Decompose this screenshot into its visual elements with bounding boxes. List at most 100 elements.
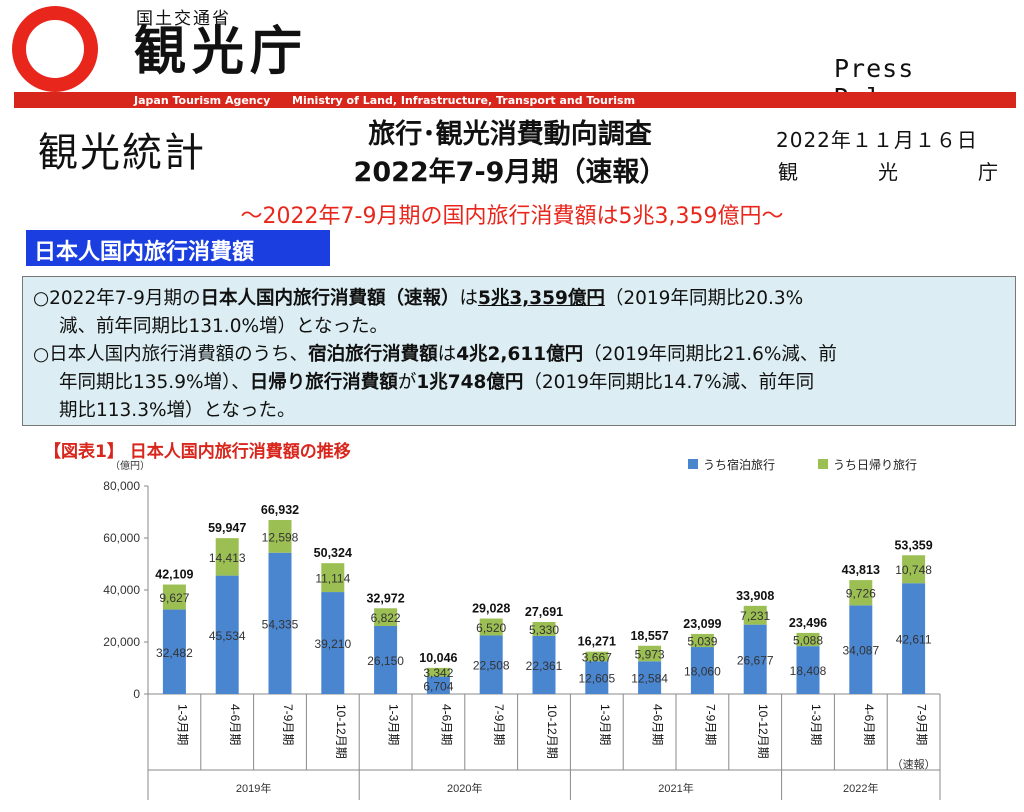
text: 4兆2,611億円 (456, 344, 584, 365)
bar-label-daytrip: 3,667 (582, 650, 612, 664)
bar-daytrip (743, 605, 767, 625)
text: は (437, 344, 457, 365)
legend-swatch-lodging (688, 459, 698, 469)
x-group-label: 2020年 (447, 781, 482, 795)
legend-label-lodging: うち宿泊旅行 (703, 457, 775, 472)
bar-label-total: 32,972 (366, 591, 404, 605)
bar-label-total: 59,947 (208, 521, 246, 535)
bar-daytrip (532, 622, 556, 636)
x-tick-label: 7-9月期 (492, 704, 506, 745)
bar-lodging (426, 676, 450, 694)
bar-daytrip (585, 651, 609, 662)
text: （2019年同期比20.3% (604, 288, 804, 309)
x-tick-label: 4-6月期 (651, 704, 665, 745)
text: 期比113.3%増）となった。 (59, 400, 296, 421)
bar-label-lodging: 54,335 (262, 617, 299, 631)
x-tick-label: 1-3月期 (598, 704, 612, 745)
x-tick-label: 7-9月期 (703, 704, 717, 745)
tourism-statistics-logo: 観光統計 (38, 130, 206, 176)
bar-label-daytrip: 10,748 (895, 563, 932, 577)
bar-daytrip (479, 618, 503, 636)
bar-label-daytrip: 5,973 (635, 648, 665, 662)
y-tick-label: 60,000 (103, 531, 140, 545)
bar-label-lodging: 12,584 (631, 672, 668, 686)
y-tick-label: 20,000 (103, 635, 140, 649)
highlight-amount: 5兆3,359億円 (477, 288, 605, 309)
summary-box: ○2022年7-9月期の日本人国内旅行消費額（速報）は5兆3,359億円（201… (22, 276, 1016, 426)
bar-lodging (690, 647, 714, 694)
bar-daytrip (321, 563, 345, 593)
ministry-name: 国土交通省 (136, 9, 231, 29)
x-group-label: 2022年 (843, 781, 878, 795)
bar-lodging (638, 661, 662, 694)
x-tick-label: 1-3月期 (387, 704, 401, 745)
x-tick-label: 4-6月期 (228, 704, 242, 745)
bar-label-lodging: 45,534 (209, 629, 246, 643)
text: （2019年同期比14.7%減、前年同 (523, 372, 815, 393)
bar-label-lodging: 18,408 (790, 664, 827, 678)
text: ○2022年7-9月期の (33, 288, 201, 309)
x-tick-label: 7-9月期 (915, 704, 929, 745)
agency-logo-circle (12, 6, 98, 92)
release-date: 2022年１１月１６日 (776, 128, 978, 152)
section-header-box (26, 230, 330, 266)
bar-label-lodging: 39,210 (314, 637, 351, 651)
bar-label-lodging: 32,482 (156, 646, 193, 660)
y-tick-label: 80,000 (103, 479, 140, 493)
bar-label-total: 50,324 (314, 546, 352, 560)
text: 年同期比135.9%増）、 (59, 372, 250, 393)
bar-label-lodging: 12,605 (578, 672, 615, 686)
text: 減、前年同期比131.0%増）となった。 (59, 316, 388, 337)
bar-daytrip (215, 538, 239, 576)
bar-lodging (796, 646, 820, 694)
y-tick-label: 0 (133, 687, 140, 701)
bar-daytrip (638, 645, 662, 662)
bar-daytrip (902, 555, 926, 584)
x-tick-label: 1-3月期 (175, 704, 189, 745)
y-unit-label: （億円） (110, 459, 150, 472)
bar-label-total: 29,028 (472, 602, 510, 616)
x-tick-label: 10-12月期 (334, 704, 348, 759)
bar-label-daytrip: 11,114 (315, 572, 350, 586)
bar-label-total: 23,099 (683, 617, 721, 631)
bar-lodging (268, 552, 292, 694)
bar-label-daytrip: 12,598 (262, 530, 299, 544)
band-ministry-en: Ministry of Land, Infrastructure, Transp… (292, 94, 636, 107)
summary-bullet-1: ○2022年7-9月期の日本人国内旅行消費額（速報）は5兆3,359億円（201… (33, 285, 1003, 341)
bar-lodging (162, 609, 186, 694)
x-group-label: 2019年 (236, 781, 271, 795)
bar-label-lodging: 42,611 (896, 633, 932, 647)
text: 1兆748億円 (416, 372, 524, 393)
bar-label-total: 10,046 (419, 651, 457, 665)
bar-label-lodging: 34,087 (842, 644, 879, 658)
bar-label-total: 16,271 (578, 635, 616, 649)
bar-label-lodging: 26,150 (367, 654, 404, 668)
y-tick-label: 40,000 (103, 583, 140, 597)
bar-daytrip (374, 608, 398, 627)
text: ○日本人国内旅行消費額のうち、 (33, 344, 309, 365)
bar-label-daytrip: 14,413 (209, 551, 246, 565)
bar-daytrip (162, 584, 186, 610)
bar-lodging (479, 635, 503, 694)
bar-lodging (743, 624, 767, 694)
bar-label-daytrip: 7,231 (740, 609, 770, 623)
bar-lodging (374, 626, 398, 694)
x-tick-label: 10-12月期 (545, 704, 559, 759)
bar-label-lodging: 26,677 (737, 653, 774, 667)
header-red-band (14, 92, 1016, 108)
text: は (459, 288, 478, 309)
bar-label-total: 27,691 (525, 605, 563, 619)
bar-label-daytrip: 6,822 (371, 611, 401, 625)
legend-swatch-daytrip (818, 459, 828, 469)
x-tick-label: 4-6月期 (862, 704, 876, 745)
agency-name: 観光庁 (134, 22, 309, 82)
bar-lodging (532, 635, 556, 694)
bar-lodging (849, 605, 873, 694)
preliminary-note: （速報） (892, 758, 936, 771)
bar-label-daytrip: 5,039 (687, 634, 717, 648)
bar-lodging (585, 661, 609, 694)
bar-label-total: 42,109 (155, 568, 193, 582)
bar-label-daytrip: 9,726 (846, 587, 876, 601)
bar-daytrip (849, 580, 873, 606)
bar-daytrip (796, 632, 820, 647)
